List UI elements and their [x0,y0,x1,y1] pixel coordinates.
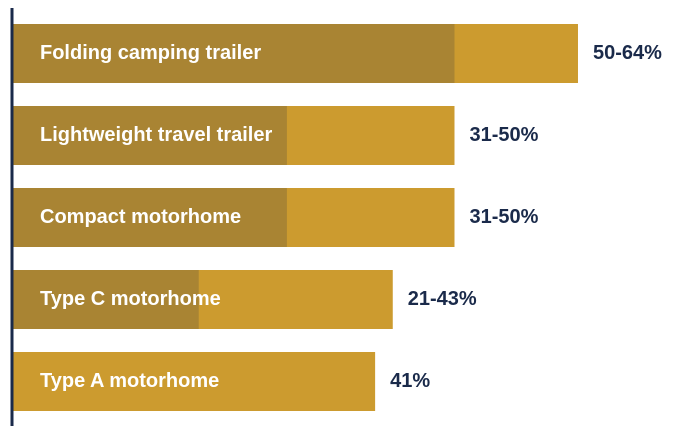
category-label: Folding camping trailer [40,42,261,64]
low-bar [13,188,287,247]
low-bar [13,270,199,329]
category-label: Compact motorhome [40,206,241,228]
value-label: 41% [390,370,430,392]
category-label: Type A motorhome [40,370,219,392]
category-label: Lightweight travel trailer [40,124,272,146]
value-label: 31-50% [470,124,539,146]
value-label: 50-64% [593,42,662,64]
value-label: 21-43% [408,288,477,310]
range-bar [13,352,376,411]
value-label: 31-50% [470,206,539,228]
category-label: Type C motorhome [40,288,221,310]
low-bar [13,106,287,165]
low-bar [13,24,455,83]
